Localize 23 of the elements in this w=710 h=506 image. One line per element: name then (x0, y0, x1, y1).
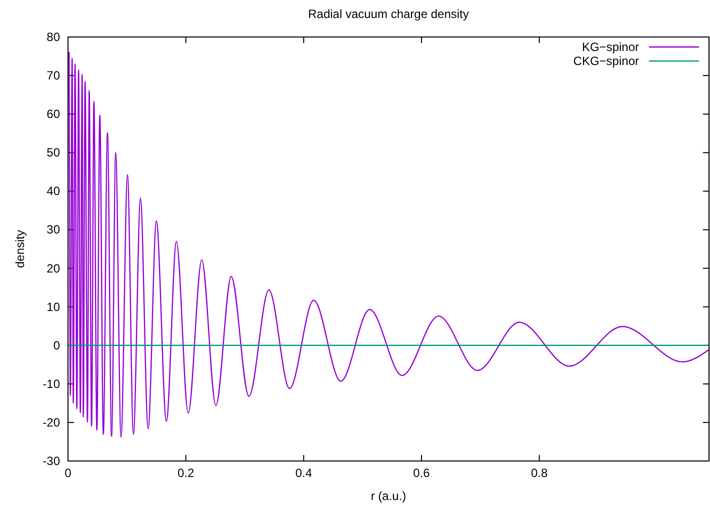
y-tick-label: -10 (42, 376, 60, 391)
y-tick-label: 70 (46, 68, 60, 83)
y-axis-title: density (13, 230, 27, 268)
y-tick-label: 80 (46, 30, 60, 44)
x-tick-label: 0.8 (530, 466, 548, 480)
x-tick-label: 0.2 (177, 466, 194, 480)
legend-label: KG−spinor (582, 40, 639, 54)
x-axis-title: r (a.u.) (370, 489, 406, 503)
legend-label: CKG−spinor (573, 54, 639, 68)
y-tick-label: 50 (46, 146, 60, 160)
x-tick-label: 0 (64, 466, 72, 480)
x-tick-label: 0.6 (413, 466, 430, 480)
y-tick-label: -30 (42, 454, 60, 468)
y-tick-label: 20 (46, 261, 60, 276)
y-tick-label: 0 (53, 338, 60, 352)
y-tick-label: 30 (46, 222, 60, 237)
x-tick-label: 0.4 (295, 466, 312, 480)
y-tick-label: 40 (46, 184, 60, 198)
chart-title: Radial vacuum charge density (308, 7, 469, 21)
y-tick-label: -20 (42, 415, 60, 430)
line-series (68, 52, 709, 438)
y-tick-label: 10 (46, 300, 60, 314)
y-tick-label: 60 (46, 107, 60, 122)
